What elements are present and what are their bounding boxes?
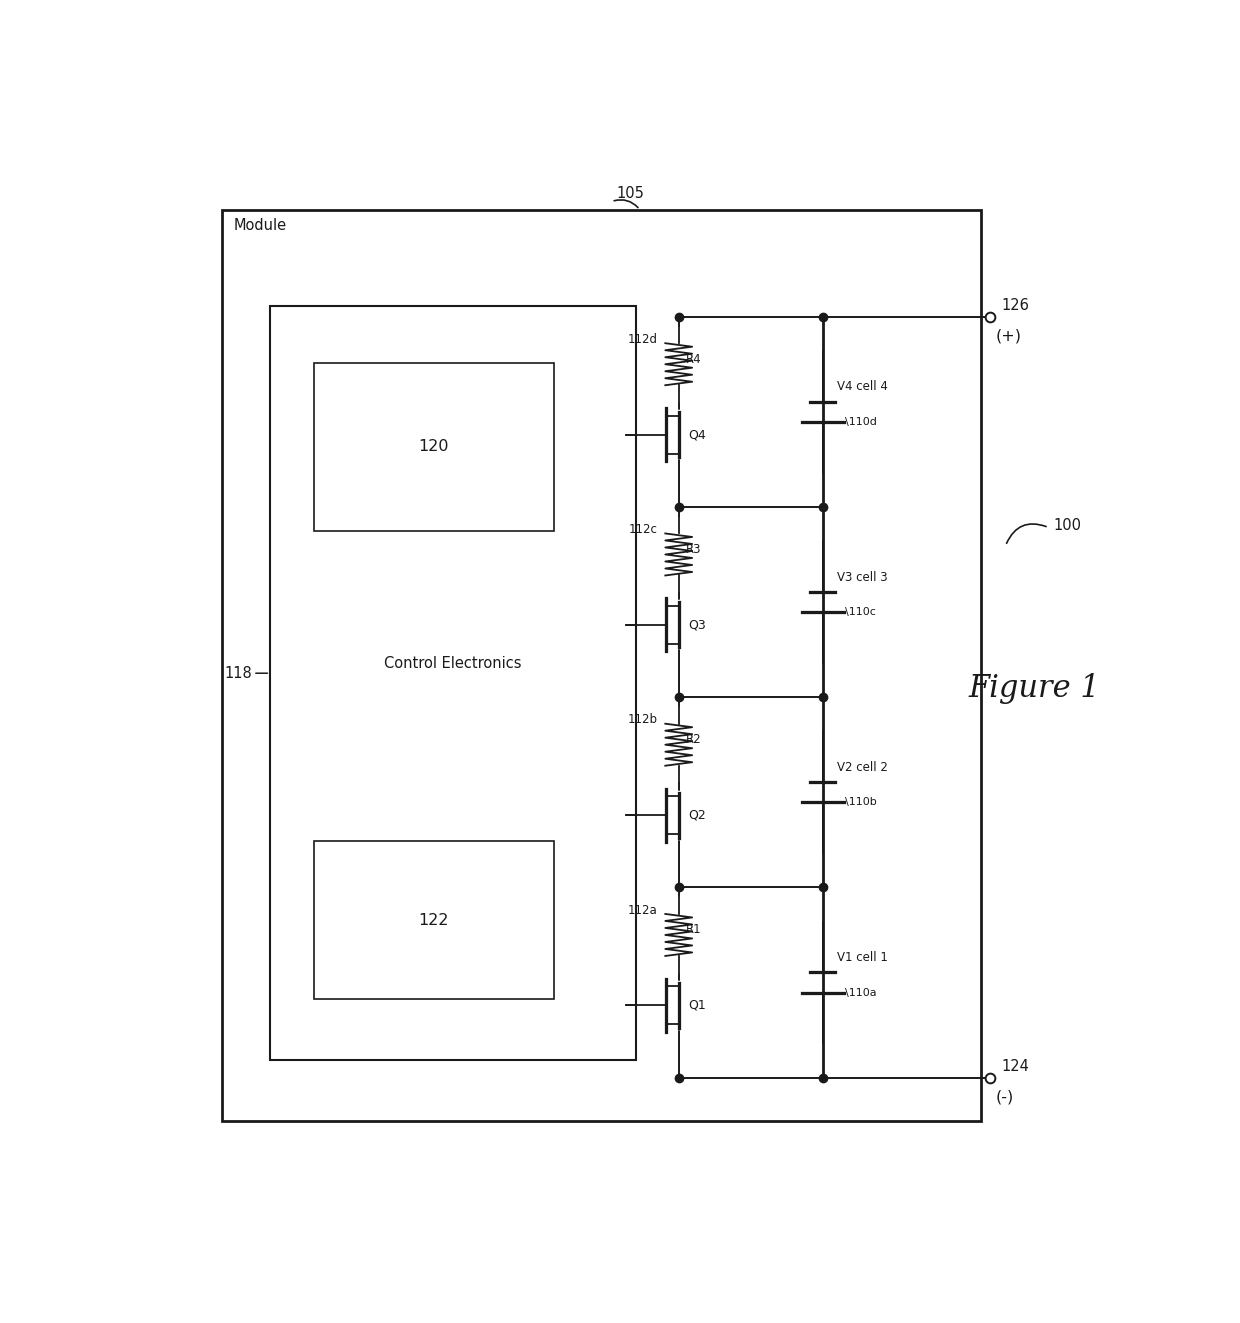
Text: V3 cell 3: V3 cell 3	[837, 570, 888, 583]
Text: Q4: Q4	[688, 429, 706, 441]
Text: 126: 126	[1002, 298, 1029, 312]
Text: 122: 122	[418, 913, 449, 927]
Text: \110d: \110d	[844, 417, 877, 427]
Text: Q3: Q3	[688, 618, 706, 631]
Text: (-): (-)	[996, 1090, 1014, 1105]
Text: 112c: 112c	[629, 523, 657, 536]
Text: 112a: 112a	[627, 904, 657, 917]
Text: 118: 118	[224, 665, 252, 681]
Text: (+): (+)	[996, 329, 1022, 344]
Bar	[314, 363, 554, 531]
Text: Control Electronics: Control Electronics	[384, 655, 522, 671]
Text: \110a: \110a	[844, 987, 877, 998]
Text: V1 cell 1: V1 cell 1	[837, 951, 888, 964]
Text: \110b: \110b	[844, 798, 877, 807]
Text: R3: R3	[686, 542, 701, 556]
Text: 100: 100	[1054, 519, 1081, 533]
Bar	[270, 307, 635, 1060]
Text: V4 cell 4: V4 cell 4	[837, 381, 888, 393]
Text: 124: 124	[1002, 1058, 1029, 1073]
Text: R1: R1	[686, 923, 701, 937]
Bar	[222, 209, 982, 1122]
Text: Figure 1: Figure 1	[968, 673, 1100, 704]
Text: Q2: Q2	[688, 808, 706, 822]
Text: Q1: Q1	[688, 999, 706, 1012]
Text: 105: 105	[616, 187, 644, 201]
Text: V2 cell 2: V2 cell 2	[837, 761, 888, 774]
Text: R2: R2	[686, 733, 701, 746]
Bar	[314, 841, 554, 999]
Text: 112d: 112d	[627, 333, 657, 345]
Text: \110c: \110c	[844, 607, 875, 617]
Text: Module: Module	[234, 218, 286, 233]
Text: R4: R4	[686, 353, 701, 365]
Text: 120: 120	[418, 439, 449, 454]
Text: 112b: 112b	[627, 713, 657, 726]
